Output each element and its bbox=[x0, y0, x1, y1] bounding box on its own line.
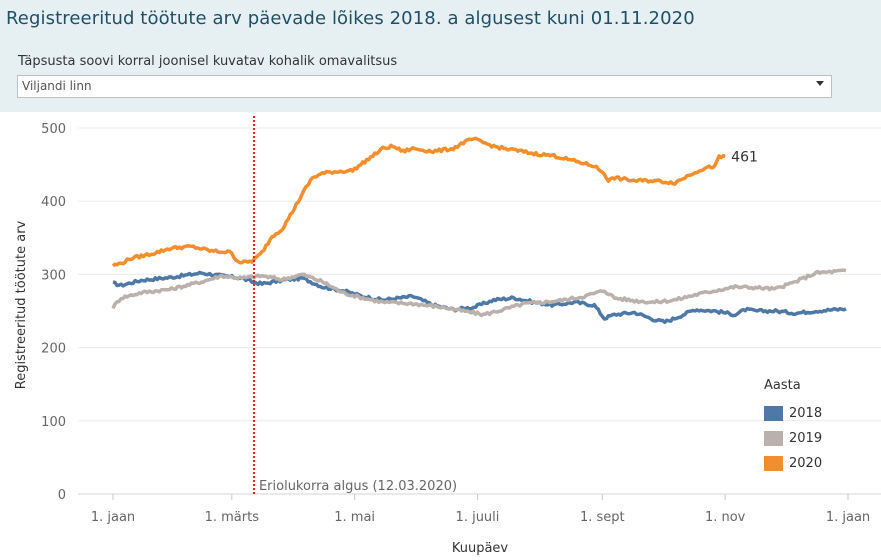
x-tick-label: 1. nov bbox=[705, 510, 746, 525]
y-axis: 0 100 200 300 400 500 bbox=[41, 122, 66, 503]
x-tick-label: 1. juuli bbox=[456, 510, 500, 525]
end-value-label: 461 bbox=[731, 150, 758, 166]
y-tick-label: 400 bbox=[41, 195, 66, 210]
legend-item-2019[interactable]: 2019 bbox=[764, 426, 822, 451]
legend-label-2019: 2019 bbox=[789, 431, 823, 446]
x-tick-label: 1. mai bbox=[334, 510, 375, 525]
legend-swatch-2018 bbox=[764, 406, 783, 421]
chevron-down-icon[interactable] bbox=[816, 81, 824, 86]
y-tick-label: 500 bbox=[41, 122, 66, 137]
y-tick-label: 300 bbox=[41, 268, 66, 283]
y-tick-label: 0 bbox=[58, 488, 66, 503]
x-tick-label: 1. märts bbox=[205, 510, 260, 525]
y-tick-label: 200 bbox=[41, 342, 66, 357]
legend-swatch-2020 bbox=[764, 456, 783, 471]
legend-title: Aasta bbox=[764, 378, 801, 393]
legend-item-2018[interactable]: 2018 bbox=[764, 401, 822, 426]
filter-header: Registreeritud töötute arv päevade lõike… bbox=[0, 0, 881, 112]
x-axis: 1. jaan 1. märts 1. mai 1. juuli 1. sept 1. n… bbox=[78, 493, 881, 525]
x-tick-label: 1. sept bbox=[580, 510, 625, 525]
x-tick-label: 1. jaan bbox=[91, 510, 135, 525]
filter-label: Täpsusta soovi korral joonisel kuvatav k… bbox=[18, 54, 398, 69]
municipality-select-value: Viljandi linn bbox=[22, 79, 92, 93]
y-tick-label: 100 bbox=[41, 415, 66, 430]
emergency-start-annotation: Eriolukorra algus (12.03.2020) bbox=[259, 479, 457, 494]
y-axis-label: Registreeritud töötute arv bbox=[14, 220, 29, 389]
x-tick-label: 1. jaan bbox=[826, 510, 870, 525]
series-lines bbox=[111, 136, 847, 325]
series-line-2019[interactable] bbox=[111, 268, 847, 318]
legend-item-2020[interactable]: 2020 bbox=[764, 451, 822, 476]
legend: Aasta 2018 2019 2020 bbox=[764, 378, 822, 476]
x-axis-label: Kuupäev bbox=[452, 541, 509, 556]
page-title: Registreeritud töötute arv päevade lõike… bbox=[6, 8, 695, 29]
legend-swatch-2019 bbox=[764, 431, 783, 446]
municipality-select[interactable]: Viljandi linn bbox=[17, 75, 832, 98]
legend-label-2020: 2020 bbox=[789, 456, 823, 471]
legend-label-2018: 2018 bbox=[789, 406, 823, 421]
series-line-2020[interactable] bbox=[111, 136, 726, 268]
